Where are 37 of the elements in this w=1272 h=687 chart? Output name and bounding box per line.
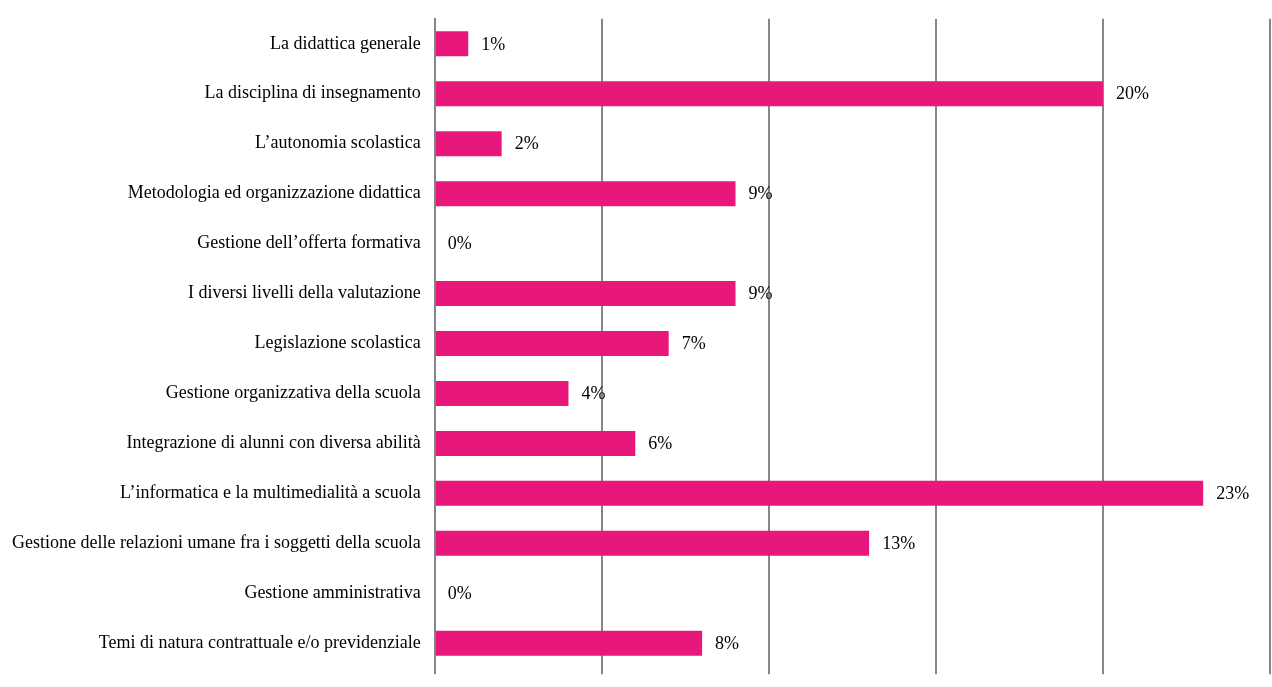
bar	[435, 430, 636, 456]
data-label: 1%	[481, 33, 506, 54]
data-label: 6%	[648, 433, 673, 454]
y-tick-label: I diversi livelli della valutazione	[187, 282, 421, 303]
bar	[435, 530, 870, 556]
data-label: 4%	[581, 383, 606, 404]
y-tick-label: La didattica generale	[269, 32, 421, 53]
bar	[435, 380, 569, 406]
y-tick-label: Gestione delle relazioni umane fra i soggetti della scuola	[11, 532, 421, 553]
bar	[435, 281, 736, 307]
y-tick-label: Legislazione scolastica	[254, 332, 421, 353]
data-label: 2%	[514, 133, 539, 154]
y-tick-label: L’informatica e la multimedialità a scuola	[120, 482, 421, 503]
bar	[435, 331, 669, 356]
data-label: 13%	[882, 533, 916, 554]
data-label: 23%	[1216, 483, 1250, 504]
y-tick-label: L’autonomia scolastica	[255, 132, 421, 153]
bar	[435, 630, 703, 656]
bar	[435, 31, 469, 57]
bar	[435, 480, 1204, 506]
data-label: 9%	[748, 183, 773, 204]
y-tick-label: Gestione amministrativa	[244, 582, 421, 602]
data-label: 20%	[1115, 83, 1149, 104]
bar	[435, 81, 1103, 107]
data-label: 0%	[447, 233, 472, 254]
y-tick-label: La disciplina di insegnamento	[204, 82, 421, 103]
bar	[435, 181, 736, 207]
data-label: 7%	[681, 333, 706, 354]
y-tick-label: Temi di natura contrattuale e/o previdenziale	[98, 631, 421, 652]
y-tick-label: Gestione dell’offerta formativa	[197, 232, 421, 253]
bar	[435, 131, 502, 157]
data-label: 0%	[447, 583, 472, 603]
y-tick-label: Integrazione di alunni con diversa abilità	[126, 432, 421, 453]
data-label: 8%	[715, 632, 740, 653]
y-tick-label: Metodologia ed organizzazione didattica	[127, 182, 421, 203]
y-tick-label: Gestione organizzativa della scuola	[165, 382, 421, 403]
data-label: 9%	[748, 283, 773, 304]
